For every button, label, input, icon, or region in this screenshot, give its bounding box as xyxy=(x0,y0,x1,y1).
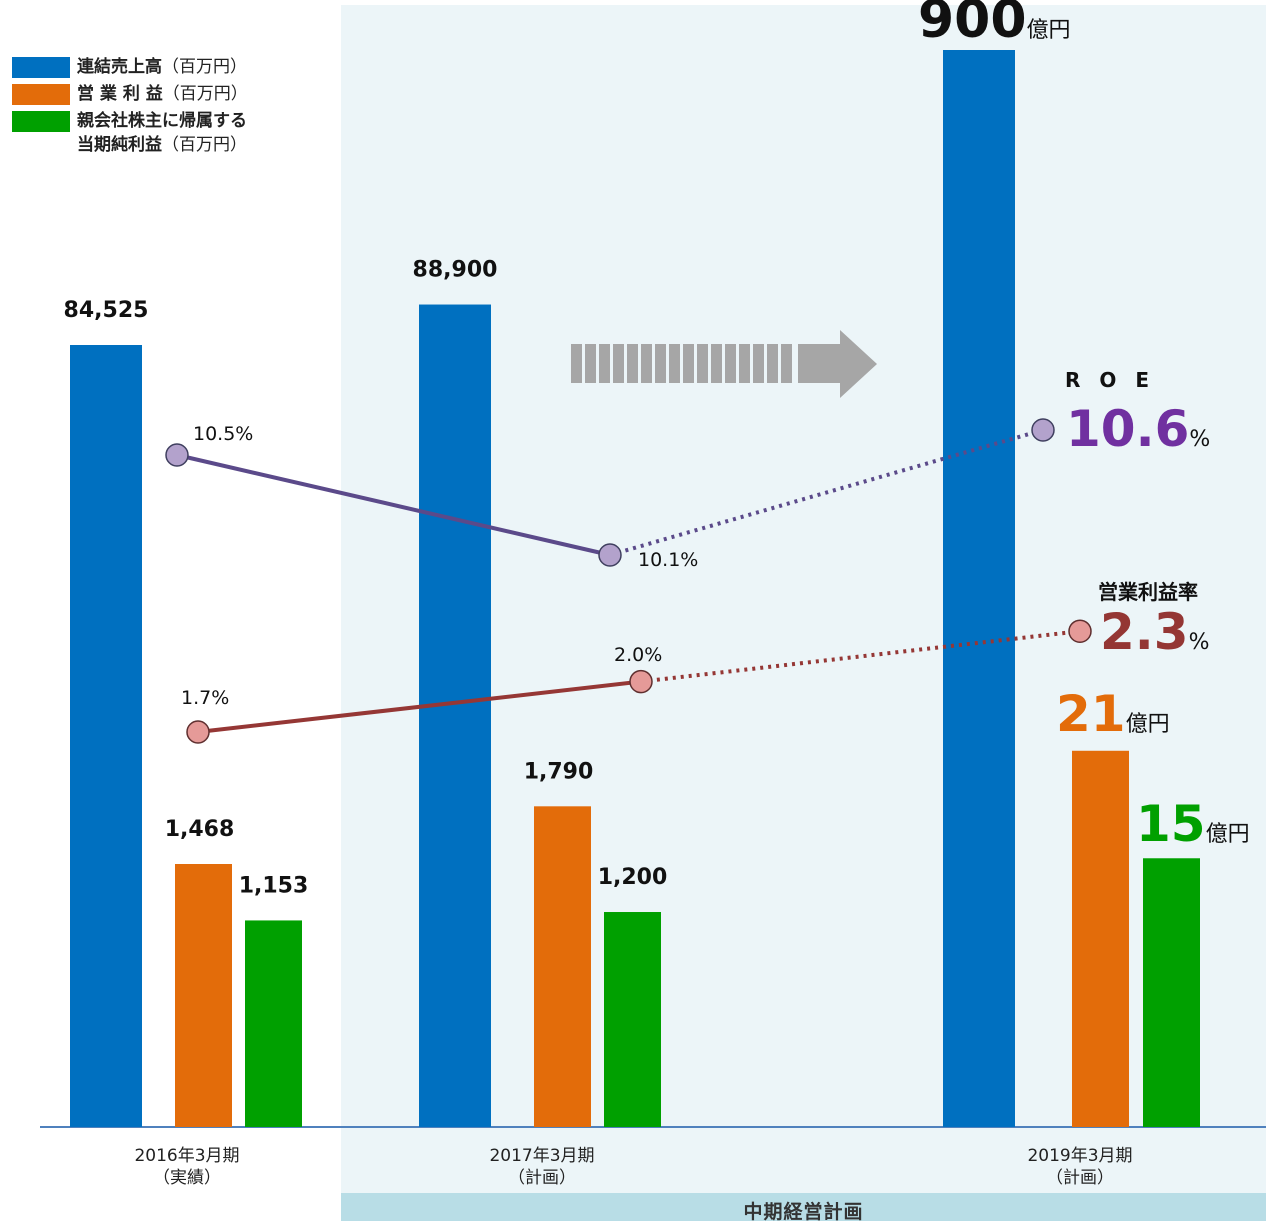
progress-arrow-segment xyxy=(669,344,680,383)
mid-term-plan-label: 中期経営計画 xyxy=(743,1201,864,1223)
roe-line-actual xyxy=(176,453,611,557)
data-label-net-income: 1,153 xyxy=(239,873,309,898)
legend-label-sales: 連結売上高 xyxy=(77,57,162,77)
progress-arrow-segment xyxy=(599,344,610,383)
legend-swatch-net-income xyxy=(12,111,70,132)
mid-term-plan-band xyxy=(341,1193,1266,1221)
bar-net-income xyxy=(604,912,661,1127)
x-tick-label-line1: 2016年3月期 xyxy=(134,1146,240,1166)
data-label-operating-profit: 1,790 xyxy=(524,759,594,784)
roe-label: 10.5% xyxy=(193,423,253,445)
target-roe-label: 10.6% xyxy=(1066,400,1210,458)
progress-arrow-body xyxy=(798,344,840,383)
operating-margin-title: 営業利益率 xyxy=(1098,580,1198,604)
legend-unit-sales: （百万円） xyxy=(162,57,247,77)
data-label-net-income: 1,200 xyxy=(598,865,668,890)
operating-margin-line-plan xyxy=(640,629,1081,684)
data-label-sales: 84,525 xyxy=(64,298,149,323)
roe-label: 10.1% xyxy=(638,549,698,571)
roe-title: R O E xyxy=(1065,368,1155,392)
progress-arrow-segment xyxy=(571,344,582,383)
bar-sales xyxy=(70,345,142,1127)
bar-operating-profit xyxy=(175,864,232,1127)
progress-arrow-segment xyxy=(781,344,792,383)
target-operating-margin-unit: % xyxy=(1188,630,1210,655)
progress-arrow-head xyxy=(840,330,877,398)
progress-arrow-segment xyxy=(655,344,666,383)
x-tick-label-line2: （実績） xyxy=(153,1168,221,1188)
roe-marker xyxy=(598,543,622,567)
progress-arrow-segment xyxy=(767,344,778,383)
bar-operating-profit xyxy=(1072,750,1129,1127)
operating-margin-marker xyxy=(629,669,653,694)
data-label-sales: 88,900 xyxy=(413,258,498,283)
legend-swatch-sales xyxy=(12,57,70,78)
target-net-income-value: 15 xyxy=(1136,795,1206,853)
operating-margin-marker xyxy=(186,720,210,744)
x-tick-label: 2019年3月期 （計画） xyxy=(980,1145,1180,1189)
operating-margin-marker xyxy=(1068,619,1092,643)
operating-margin-label: 2.0% xyxy=(614,644,662,666)
bar-operating-profit xyxy=(534,806,591,1127)
progress-arrow-segment xyxy=(725,344,736,383)
x-tick-label-line1: 2019年3月期 xyxy=(1027,1146,1133,1166)
legend-label-net-income-2: 当期純利益 xyxy=(77,135,162,155)
target-operating-margin-label: 2.3% xyxy=(1100,603,1209,661)
target-operating-margin-value: 2.3 xyxy=(1100,603,1189,661)
target-net-income-unit: 億円 xyxy=(1205,822,1250,847)
x-tick-label: 2016年3月期 （実績） xyxy=(87,1145,287,1189)
target-sales-value: 900 xyxy=(918,0,1027,50)
target-roe-unit: % xyxy=(1189,427,1211,452)
legend-swatch-operating-profit xyxy=(12,84,70,105)
progress-arrow-segment xyxy=(585,344,596,383)
legend-unit-net-income: （百万円） xyxy=(162,135,247,155)
bar-net-income xyxy=(245,920,302,1127)
progress-arrow-segment xyxy=(697,344,708,383)
bar-sales xyxy=(419,304,491,1127)
target-net-income-label: 15億円 xyxy=(1136,795,1250,853)
data-label-operating-profit: 1,468 xyxy=(165,817,235,842)
progress-arrow-segment xyxy=(641,344,652,383)
x-tick-label-line2: （計画） xyxy=(1046,1168,1114,1188)
target-roe-value: 10.6 xyxy=(1066,400,1190,458)
progress-arrow-segment xyxy=(683,344,694,383)
x-tick-label: 2017年3月期 （計画） xyxy=(442,1145,642,1189)
legend-unit-operating-profit: （百万円） xyxy=(162,84,248,104)
roe-marker xyxy=(165,443,189,467)
legend-label-operating-profit: 営 業 利 益 xyxy=(77,84,163,104)
target-operating-profit-unit: 億円 xyxy=(1125,712,1170,737)
bar-net-income xyxy=(1143,858,1200,1127)
target-operating-profit-value: 21 xyxy=(1056,685,1126,743)
progress-arrow-segment xyxy=(613,344,624,383)
progress-arrow-segment xyxy=(739,344,750,383)
target-sales-label: 900億円 xyxy=(918,0,1071,50)
operating-margin-line-actual xyxy=(197,679,642,734)
operating-margin-label: 1.7% xyxy=(181,687,229,709)
legend-label-net-income: 親会社株主に帰属する xyxy=(77,111,247,131)
roe-marker xyxy=(1031,418,1055,442)
progress-arrow-segment xyxy=(711,344,722,383)
progress-arrow-segment xyxy=(627,344,638,383)
target-sales-unit: 億円 xyxy=(1026,18,1071,43)
bar-sales xyxy=(943,50,1015,1127)
x-tick-label-line1: 2017年3月期 xyxy=(489,1146,595,1166)
roe-line-plan xyxy=(609,428,1044,557)
x-tick-label-line2: （計画） xyxy=(508,1168,576,1188)
target-operating-profit-label: 21億円 xyxy=(1056,685,1170,743)
progress-arrow-segment xyxy=(753,344,764,383)
